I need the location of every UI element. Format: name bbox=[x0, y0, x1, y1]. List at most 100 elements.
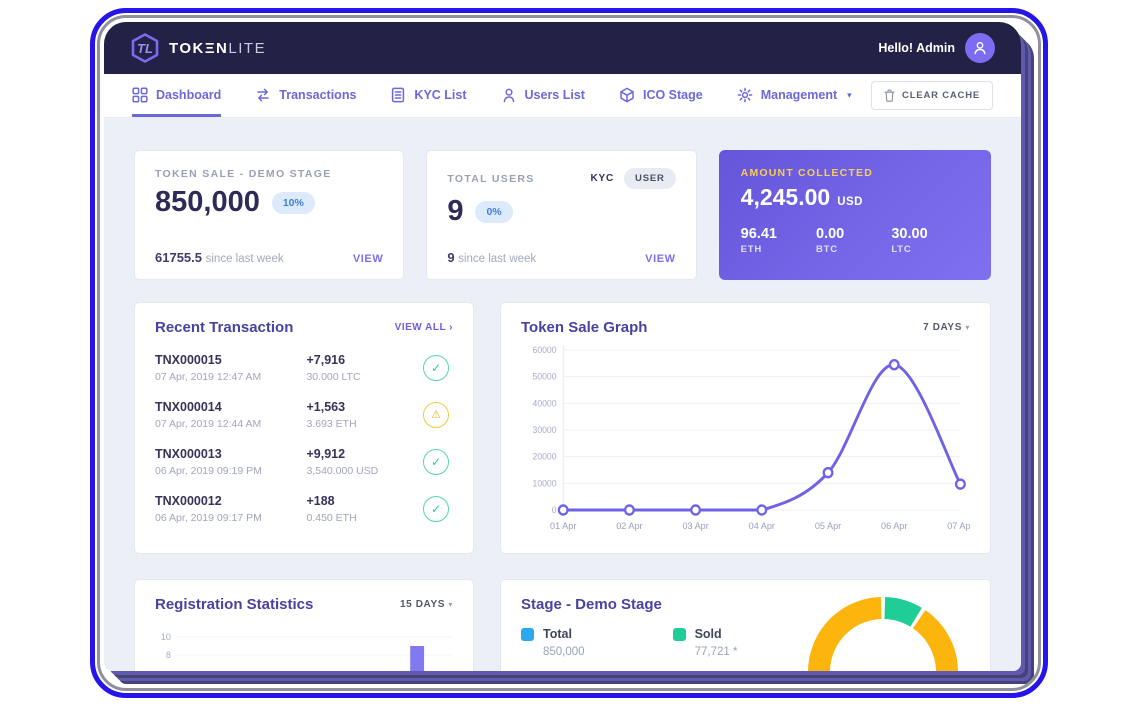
transaction-id: TNX000012 bbox=[155, 493, 222, 508]
svg-text:05 Apr: 05 Apr bbox=[815, 521, 841, 531]
token-sale-view-link[interactable]: VIEW bbox=[352, 253, 384, 265]
svg-text:8: 8 bbox=[166, 650, 171, 660]
transaction-detail: 3.693 ETH bbox=[306, 417, 357, 430]
kyc-toggle-option[interactable]: KYC bbox=[590, 173, 615, 184]
transaction-id-cell: TNX000012 06 Apr, 2019 09:17 PM bbox=[155, 494, 306, 524]
transaction-amount: +188 bbox=[306, 493, 335, 508]
warning-icon: ⚠ bbox=[423, 401, 449, 428]
transaction-id-cell: TNX000015 07 Apr, 2019 12:47 AM bbox=[155, 353, 306, 383]
transaction-id-cell: TNX000013 06 Apr, 2019 09:19 PM bbox=[155, 447, 306, 477]
swap-icon bbox=[255, 87, 271, 103]
transaction-row[interactable]: TNX000015 07 Apr, 2019 12:47 AM +7,916 30.0… bbox=[155, 344, 453, 391]
person-icon bbox=[974, 42, 986, 55]
registration-range-dropdown[interactable]: 15 DAYS ▾ bbox=[400, 599, 453, 610]
token-sale-graph-panel: Token Sale Graph 7 DAYS ▾ 0 10000 20000 300… bbox=[500, 302, 991, 554]
window-frame: TL TOKΞNLITE Hello! Admin bbox=[90, 8, 1048, 698]
breakdown-unit: BTC bbox=[816, 244, 838, 255]
transaction-date: 06 Apr, 2019 09:19 PM bbox=[155, 464, 262, 477]
token-sale-value: 850,000 bbox=[155, 186, 260, 218]
svg-text:06 Apr: 06 Apr bbox=[881, 521, 907, 531]
transaction-date: 07 Apr, 2019 12:47 AM bbox=[155, 370, 262, 383]
user-avatar[interactable] bbox=[965, 33, 995, 63]
legend-value: 77,721 * bbox=[694, 646, 738, 658]
transaction-amount-cell: +1,563 3.693 ETH bbox=[306, 400, 423, 430]
svg-text:04 Apr: 04 Apr bbox=[749, 521, 775, 531]
transaction-id-cell: TNX000014 07 Apr, 2019 12:44 AM bbox=[155, 400, 306, 430]
amount-collected-currency: USD bbox=[837, 196, 863, 208]
stage-donut-chart bbox=[794, 590, 972, 671]
nav-item-ico-stage[interactable]: ICO Stage bbox=[619, 74, 703, 117]
nav-item-label: KYC List bbox=[414, 88, 467, 102]
svg-text:40000: 40000 bbox=[533, 398, 557, 408]
amount-collected-value: 4,245.00 bbox=[740, 184, 831, 210]
chevron-down-icon: ▾ bbox=[448, 600, 453, 609]
nav-item-label: Dashboard bbox=[156, 88, 222, 102]
transaction-row[interactable]: TNX000012 06 Apr, 2019 09:17 PM +188 0.450 … bbox=[155, 485, 453, 532]
legend-swatch bbox=[672, 627, 686, 641]
trash-icon bbox=[884, 89, 895, 102]
nav-item-management[interactable]: Management ▾ bbox=[737, 74, 852, 117]
svg-text:10000: 10000 bbox=[533, 478, 557, 488]
nav-item-label: Users List bbox=[524, 88, 585, 102]
success-check-icon: ✓ bbox=[423, 354, 449, 381]
nav-item-label: Management bbox=[760, 88, 838, 102]
token-sale-graph-title: Token Sale Graph bbox=[521, 319, 648, 336]
app-window: TL TOKΞNLITE Hello! Admin bbox=[104, 22, 1021, 671]
legend-item-sold: Sold 77,721 * bbox=[672, 627, 738, 658]
gear-icon bbox=[737, 87, 753, 103]
transactions-list: TNX000015 07 Apr, 2019 12:47 AM +7,916 30.0… bbox=[155, 344, 453, 532]
svg-text:10: 10 bbox=[161, 632, 171, 642]
brand-name: TOKΞNLITE bbox=[169, 39, 267, 57]
view-all-link[interactable]: VIEW ALL › bbox=[394, 322, 453, 333]
legend-swatch bbox=[521, 627, 534, 641]
cube-icon bbox=[619, 87, 635, 103]
token-sale-badge: 10% bbox=[271, 191, 315, 214]
breakdown-value: 30.00 bbox=[891, 226, 928, 242]
legend-value: 850,000 bbox=[543, 646, 585, 658]
total-users-delta: 9 since last week bbox=[447, 250, 537, 265]
registration-bar-chart: 10 8 bbox=[155, 627, 453, 671]
nav-bar: Dashboard Transactions KYC List Users List I… bbox=[104, 74, 1021, 118]
currency-breakdown-item: 30.00 LTC bbox=[891, 226, 966, 255]
user-toggle-option[interactable]: USER bbox=[624, 168, 676, 189]
transaction-detail: 0.450 ETH bbox=[306, 511, 357, 524]
success-check-icon: ✓ bbox=[423, 495, 449, 522]
chevron-down-icon: ▾ bbox=[965, 323, 970, 332]
clear-cache-button[interactable]: CLEAR CACHE bbox=[871, 81, 993, 110]
nav-item-dashboard[interactable]: Dashboard bbox=[132, 74, 222, 117]
svg-text:20000: 20000 bbox=[533, 452, 557, 462]
transaction-date: 06 Apr, 2019 09:17 PM bbox=[155, 511, 262, 524]
transaction-amount-cell: +9,912 3,540.000 USD bbox=[306, 447, 423, 477]
total-users-badge: 0% bbox=[475, 200, 513, 223]
stage-demo-panel: Stage - Demo Stage Total 850,000 Sold 77,72… bbox=[500, 579, 991, 671]
svg-text:50000: 50000 bbox=[533, 372, 557, 382]
transaction-id: TNX000013 bbox=[155, 446, 222, 461]
currency-breakdown: 96.41 ETH 0.00 BTC 30.00 LTC bbox=[741, 226, 969, 255]
currency-breakdown-item: 0.00 BTC bbox=[816, 226, 891, 255]
success-check-icon: ✓ bbox=[423, 448, 449, 475]
transaction-id: TNX000015 bbox=[155, 352, 222, 367]
currency-breakdown-item: 96.41 ETH bbox=[741, 226, 816, 255]
nav-item-transactions[interactable]: Transactions bbox=[255, 74, 356, 117]
svg-text:01 Apr: 01 Apr bbox=[550, 521, 576, 531]
chevron-down-icon: ▾ bbox=[847, 89, 852, 100]
transaction-amount-cell: +188 0.450 ETH bbox=[306, 494, 423, 524]
nav-item-kyc-list[interactable]: KYC List bbox=[390, 74, 467, 117]
transaction-row[interactable]: TNX000014 07 Apr, 2019 12:44 AM +1,563 3.69… bbox=[155, 391, 453, 438]
users-icon bbox=[501, 87, 517, 103]
transaction-amount: +7,916 bbox=[306, 352, 346, 367]
transaction-row[interactable]: TNX000013 06 Apr, 2019 09:19 PM +9,912 3,54… bbox=[155, 438, 453, 485]
breakdown-unit: ETH bbox=[740, 244, 763, 255]
brand-logo[interactable]: TL TOKΞNLITE bbox=[130, 33, 266, 63]
total-users-view-link[interactable]: VIEW bbox=[645, 253, 676, 265]
breakdown-unit: LTC bbox=[891, 244, 912, 255]
total-users-card: TOTAL USERS KYC USER 9 0% bbox=[426, 150, 697, 280]
nav-item-users-list[interactable]: Users List bbox=[501, 74, 585, 117]
token-sale-label: TOKEN SALE - DEMO STAGE bbox=[155, 168, 332, 180]
greeting-text: Hello! Admin bbox=[878, 41, 955, 55]
stage-demo-title: Stage - Demo Stage bbox=[521, 596, 662, 613]
svg-text:60000: 60000 bbox=[533, 345, 557, 355]
graph-range-dropdown[interactable]: 7 DAYS ▾ bbox=[923, 322, 970, 333]
svg-text:07 Apr: 07 Apr bbox=[947, 521, 970, 531]
